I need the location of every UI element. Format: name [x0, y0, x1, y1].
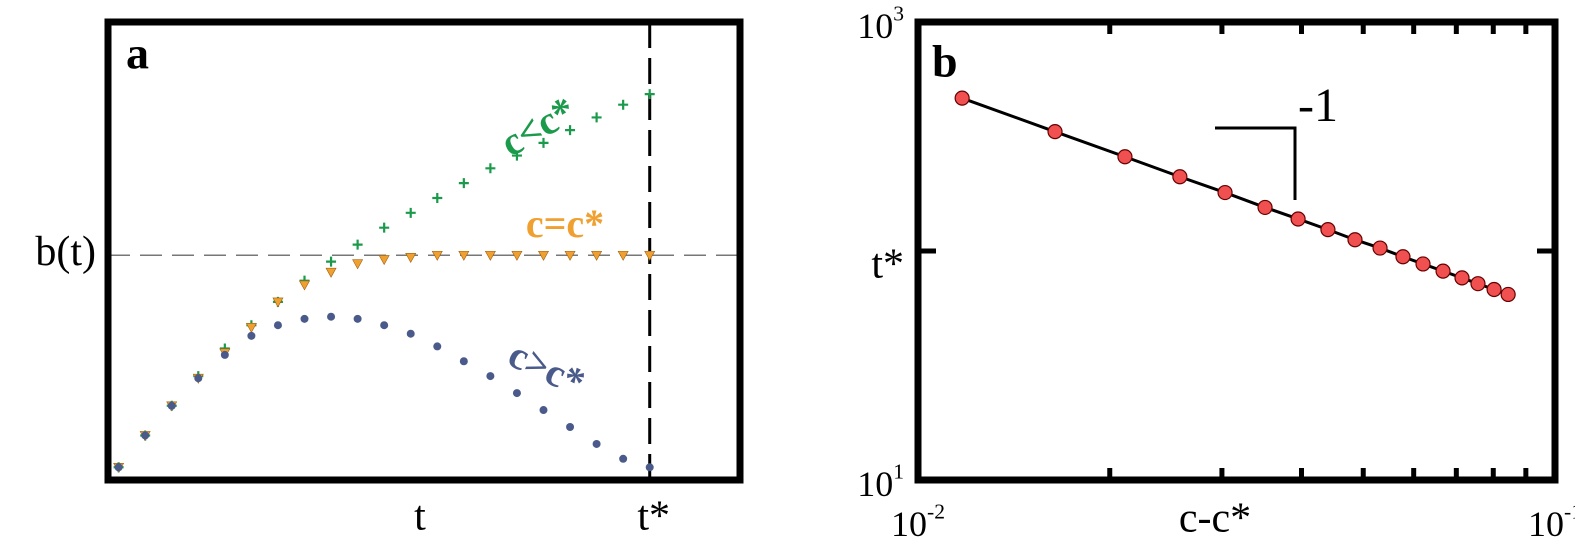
x-tick-label: t* [637, 494, 670, 540]
data-point [1290, 211, 1306, 227]
triangle-marker [537, 250, 550, 261]
triangle-marker [298, 280, 311, 291]
data-point [1257, 199, 1273, 216]
data-point [1395, 249, 1411, 265]
data-point [1372, 240, 1388, 256]
plot-frame [914, 18, 1559, 484]
circle-marker [406, 329, 415, 338]
tick-exponent: 3 [893, 2, 904, 26]
data-point [1486, 281, 1502, 298]
circle-marker [566, 422, 575, 431]
circle-marker [114, 463, 123, 472]
cross-marker [644, 89, 655, 100]
data-point [1435, 263, 1451, 279]
cross-marker [458, 178, 469, 189]
y-tick-label: b(t) [35, 229, 96, 275]
data-point [954, 90, 970, 106]
circle-marker [486, 372, 495, 381]
circle-marker [273, 321, 282, 330]
tick-exponent: -1 [1564, 500, 1575, 524]
cross-marker [618, 99, 629, 110]
data-point [1172, 169, 1188, 185]
circle-marker [353, 314, 362, 323]
triangle-marker [591, 250, 603, 261]
cross-marker [591, 112, 602, 123]
triangle-marker [325, 267, 337, 278]
slope-label: -1 [1298, 79, 1338, 132]
cross-marker [511, 150, 522, 161]
panel-label: b [932, 36, 958, 87]
data-point [1415, 256, 1431, 272]
cross-marker [405, 207, 416, 218]
triangle-marker [431, 250, 443, 261]
data-point [1454, 270, 1470, 286]
tick-base: 10 [1528, 504, 1564, 544]
circle-marker [459, 357, 468, 366]
x-axis-label: c-c* [1179, 496, 1251, 542]
circle-marker [619, 454, 628, 463]
data-point [1047, 124, 1063, 140]
triangle-marker [617, 250, 629, 261]
tick-label: 103 [857, 2, 904, 47]
circle-marker [220, 350, 229, 359]
triangle-marker [484, 250, 496, 261]
circle-marker [167, 401, 176, 410]
triangle-marker [245, 323, 257, 333]
circle-marker [539, 406, 548, 415]
triangle-marker [378, 255, 390, 266]
data-point [1320, 222, 1336, 238]
circle-marker [247, 331, 256, 340]
circle-marker [141, 431, 150, 440]
cross-marker [485, 163, 496, 174]
panel-label: a [126, 28, 149, 79]
triangle-marker [564, 250, 576, 261]
triangle-marker [511, 250, 523, 261]
y-axis-label: t* [871, 242, 904, 288]
data-point [1470, 276, 1486, 292]
curve-label: c<c* [493, 87, 583, 165]
tick-label: 10-1 [1528, 500, 1575, 545]
tick-exponent: 1 [893, 460, 904, 484]
tick-base: 10 [891, 504, 927, 544]
triangle-marker [458, 250, 470, 261]
circle-marker [194, 374, 203, 383]
cross-marker [326, 256, 337, 267]
triangle-marker [352, 259, 364, 270]
circle-marker [433, 342, 442, 351]
data-point [1347, 232, 1363, 248]
data-point [1500, 286, 1516, 303]
cross-marker [379, 222, 390, 233]
circle-marker [592, 439, 601, 448]
data-point [1217, 184, 1233, 201]
tick-base: 10 [857, 464, 893, 504]
circle-marker [512, 389, 521, 398]
triangle-marker [272, 297, 284, 308]
tick-base: 10 [857, 6, 893, 46]
cross-marker [352, 239, 363, 250]
data-point [1117, 149, 1133, 165]
circle-marker [380, 321, 389, 330]
triangle-marker [644, 250, 656, 261]
cross-marker [565, 125, 576, 136]
cross-marker [538, 137, 549, 148]
tick-label: 101 [857, 460, 904, 505]
tick-label: 10-2 [891, 500, 945, 545]
tick-exponent: -2 [927, 500, 945, 524]
slope-triangle [1215, 126, 1297, 200]
x-axis-label: t [414, 494, 426, 540]
cross-marker [432, 192, 443, 203]
circle-marker [327, 312, 336, 321]
circle-marker [645, 463, 654, 472]
curve-label: c=c* [526, 201, 604, 246]
circle-marker [300, 314, 309, 323]
plot-frame [104, 18, 744, 484]
triangle-marker [405, 253, 417, 263]
